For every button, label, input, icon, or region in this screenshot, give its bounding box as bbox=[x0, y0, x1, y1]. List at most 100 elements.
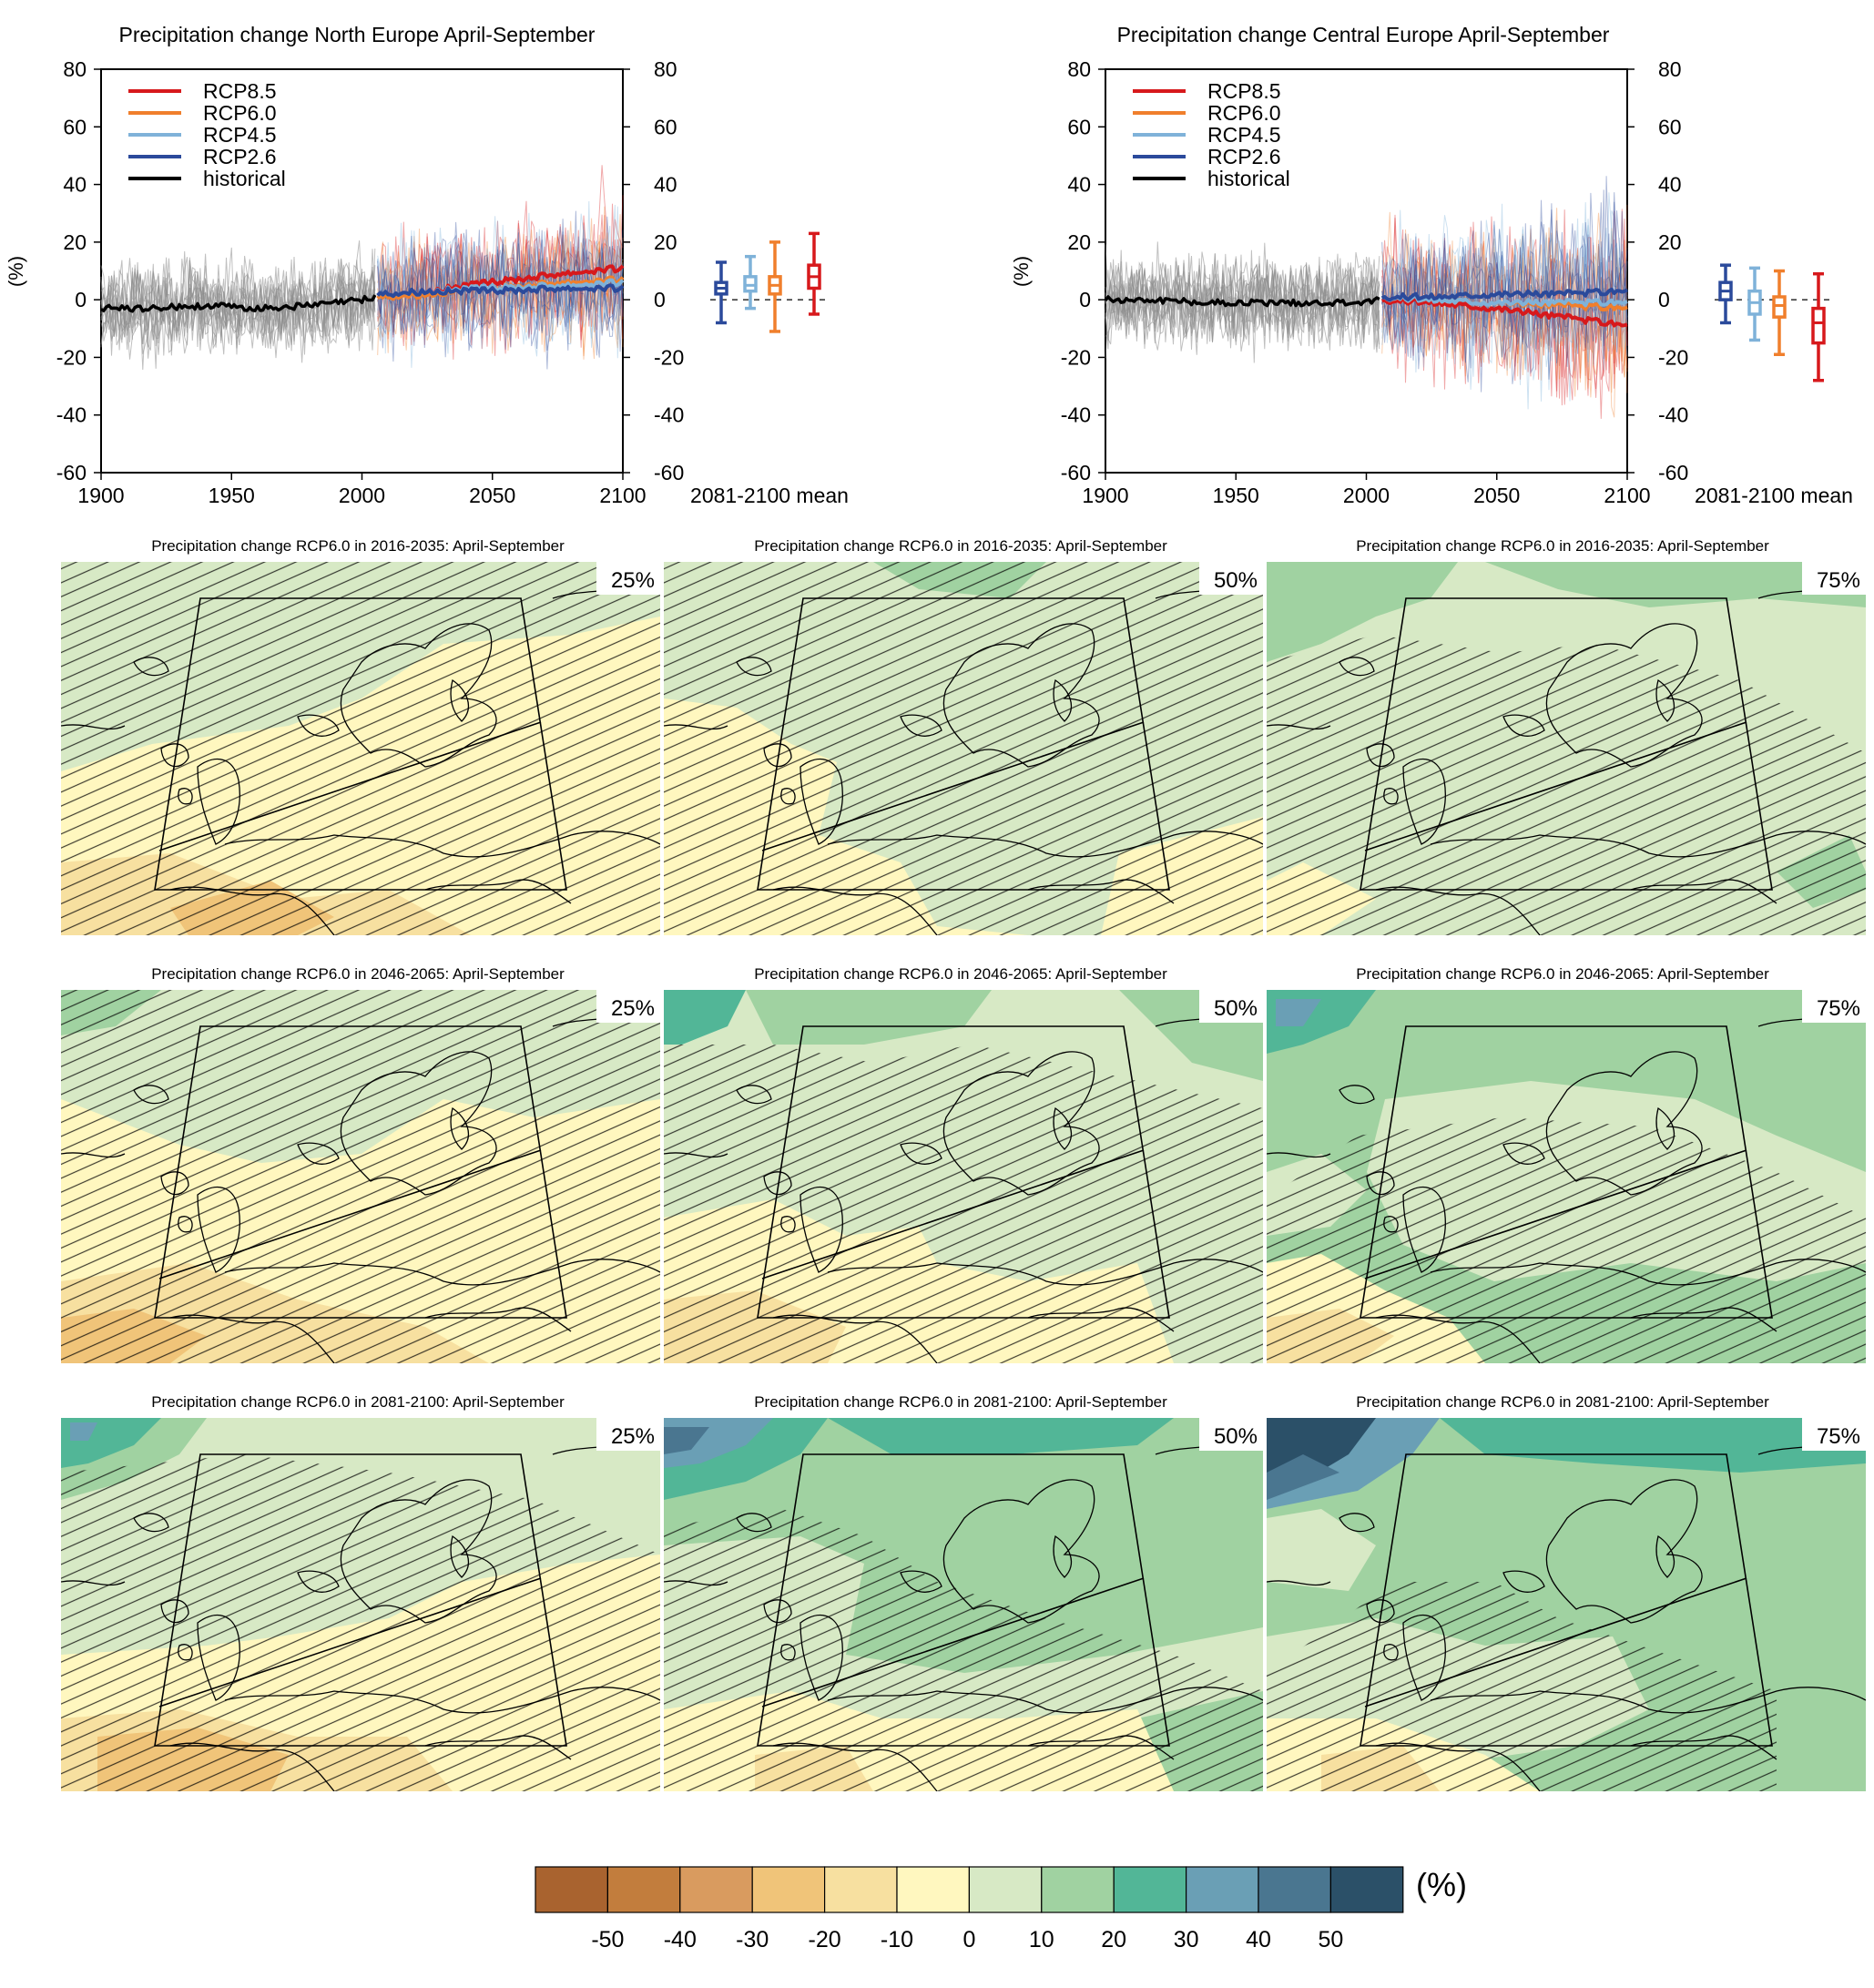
y-tick-label: -60 bbox=[1061, 461, 1091, 484]
map-title: Precipitation change RCP6.0 in 2081-2100… bbox=[754, 1393, 1167, 1411]
coastline bbox=[160, 1171, 189, 1196]
map-title: Precipitation change RCP6.0 in 2046-2065… bbox=[754, 965, 1167, 983]
coastline bbox=[780, 788, 796, 805]
map-hatching bbox=[1267, 1582, 1777, 1791]
scenario-member-line bbox=[377, 234, 624, 360]
coastline bbox=[942, 1479, 1100, 1624]
coastline bbox=[800, 1615, 843, 1701]
coastline bbox=[942, 623, 1100, 768]
ensemble-means bbox=[1104, 287, 1628, 328]
map-layers bbox=[1267, 990, 1866, 1363]
region-boundary bbox=[1360, 597, 1773, 891]
map-title: Precipitation change RCP6.0 in 2081-2100… bbox=[1356, 1393, 1769, 1411]
y-tick-label-right: 80 bbox=[1658, 57, 1682, 81]
ensemble-spread bbox=[100, 165, 624, 371]
colorbar: -50 -40 -30 -20 -10 0 10 20 30 40 50 (%) bbox=[535, 1866, 1467, 1952]
coastline bbox=[450, 1534, 470, 1578]
region-boundary bbox=[757, 597, 1170, 891]
map-title: Precipitation change RCP6.0 in 2046-2065… bbox=[151, 965, 565, 983]
y-tick-label: 80 bbox=[63, 57, 87, 81]
percentile-box bbox=[596, 1418, 660, 1451]
ts-title: Precipitation change Central Europe Apri… bbox=[1117, 23, 1610, 46]
map-layers bbox=[61, 990, 660, 1363]
region-divider bbox=[1364, 721, 1747, 851]
map-layers bbox=[61, 1418, 660, 1791]
coastline bbox=[197, 1615, 240, 1701]
coastline bbox=[772, 1742, 938, 1791]
y-tick-label-right: 60 bbox=[654, 115, 677, 138]
coastline bbox=[1502, 1142, 1545, 1165]
colorbar-cell bbox=[968, 1866, 1043, 1913]
coastline bbox=[1502, 1570, 1545, 1593]
coastline bbox=[133, 1513, 169, 1533]
x-tick-label: 2000 bbox=[339, 484, 385, 507]
map-title: Precipitation change RCP6.0 in 2046-2065… bbox=[1356, 965, 1769, 983]
coastline bbox=[1383, 788, 1399, 805]
y-tick-label-right: -20 bbox=[1658, 345, 1688, 369]
percentile-box bbox=[1802, 1418, 1866, 1451]
y-tick-label: -60 bbox=[56, 461, 87, 484]
colorbar-unit: (%) bbox=[1416, 1866, 1467, 1903]
legend-label: RCP2.6 bbox=[203, 145, 277, 168]
region-boundary bbox=[1360, 1453, 1773, 1747]
percentile-label: 75% bbox=[1817, 568, 1860, 593]
map-field-region bbox=[746, 990, 992, 1045]
map-field-region bbox=[1485, 562, 1866, 607]
percentile-box bbox=[596, 562, 660, 595]
map-title: Precipitation change RCP6.0 in 2016-2035… bbox=[754, 537, 1167, 555]
colorbar-label: -40 bbox=[664, 1927, 697, 1952]
box-axis-label: 2081-2100 mean bbox=[690, 484, 849, 507]
scenario-member-line bbox=[1381, 176, 1628, 374]
scenario-member-line bbox=[377, 219, 624, 348]
coastline bbox=[297, 714, 340, 737]
coastline bbox=[1502, 714, 1545, 737]
boxplots-2081-2100 bbox=[1715, 263, 1829, 382]
map-hatching bbox=[61, 990, 660, 1363]
region-divider bbox=[158, 1149, 542, 1279]
coastline bbox=[1339, 1085, 1375, 1105]
legend-label: RCP2.6 bbox=[1207, 145, 1281, 168]
percentile-label: 50% bbox=[1214, 996, 1258, 1021]
coastline bbox=[224, 1687, 660, 1714]
y-tick-label: -40 bbox=[56, 403, 87, 427]
map-hatching bbox=[664, 1045, 1263, 1363]
coastline bbox=[1402, 1615, 1446, 1701]
colorbar-cell bbox=[606, 1866, 681, 1913]
coastline bbox=[1383, 1644, 1399, 1661]
colorbar-label: 40 bbox=[1246, 1927, 1271, 1952]
y-tick-label: -20 bbox=[1061, 345, 1091, 369]
ts-ylabel: (%) bbox=[1010, 256, 1033, 287]
scenario-member-line bbox=[1381, 189, 1628, 353]
coastline bbox=[169, 1742, 335, 1791]
map-hatching bbox=[1267, 1117, 1866, 1363]
y-tick-label: 0 bbox=[75, 288, 87, 311]
region-boundary bbox=[154, 1025, 567, 1319]
map-row-2081-2100: Precipitation change RCP6.0 in 2081-2100… bbox=[61, 1393, 1866, 1791]
map-hatching bbox=[1267, 635, 1866, 935]
map-field-region bbox=[70, 1422, 97, 1441]
legend-label: RCP6.0 bbox=[1207, 101, 1281, 125]
scenario-member-line bbox=[377, 204, 624, 359]
colorbar-cell bbox=[896, 1866, 971, 1913]
colorbar-cell bbox=[1041, 1866, 1115, 1913]
y-tick-label-right: 60 bbox=[1658, 115, 1682, 138]
percentile-label: 25% bbox=[611, 1424, 655, 1449]
scenario-member-line bbox=[377, 206, 624, 342]
coastline bbox=[664, 1580, 728, 1586]
ts-ylabel: (%) bbox=[5, 256, 27, 287]
coastline bbox=[450, 1106, 470, 1150]
coastline bbox=[942, 1051, 1100, 1196]
box-iqr bbox=[1811, 306, 1826, 345]
scenario-member-line bbox=[1381, 210, 1628, 405]
y-ticks-right: 80 60 40 20 0 -20 -40 -60 bbox=[1627, 57, 1688, 484]
y-tick-label-right: 20 bbox=[1658, 230, 1682, 254]
legend-label: historical bbox=[203, 167, 286, 190]
map-layers bbox=[61, 562, 660, 935]
map-field-region bbox=[1267, 562, 1458, 662]
region-boundary bbox=[757, 1025, 1170, 1319]
colorbar-cell bbox=[823, 1866, 898, 1913]
coastline bbox=[1375, 1314, 1541, 1363]
coastline bbox=[664, 724, 728, 730]
coastline bbox=[160, 743, 189, 768]
